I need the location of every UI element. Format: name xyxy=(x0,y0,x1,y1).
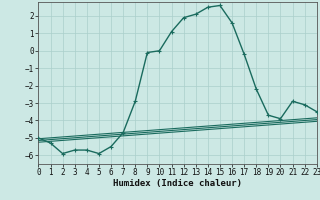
X-axis label: Humidex (Indice chaleur): Humidex (Indice chaleur) xyxy=(113,179,242,188)
